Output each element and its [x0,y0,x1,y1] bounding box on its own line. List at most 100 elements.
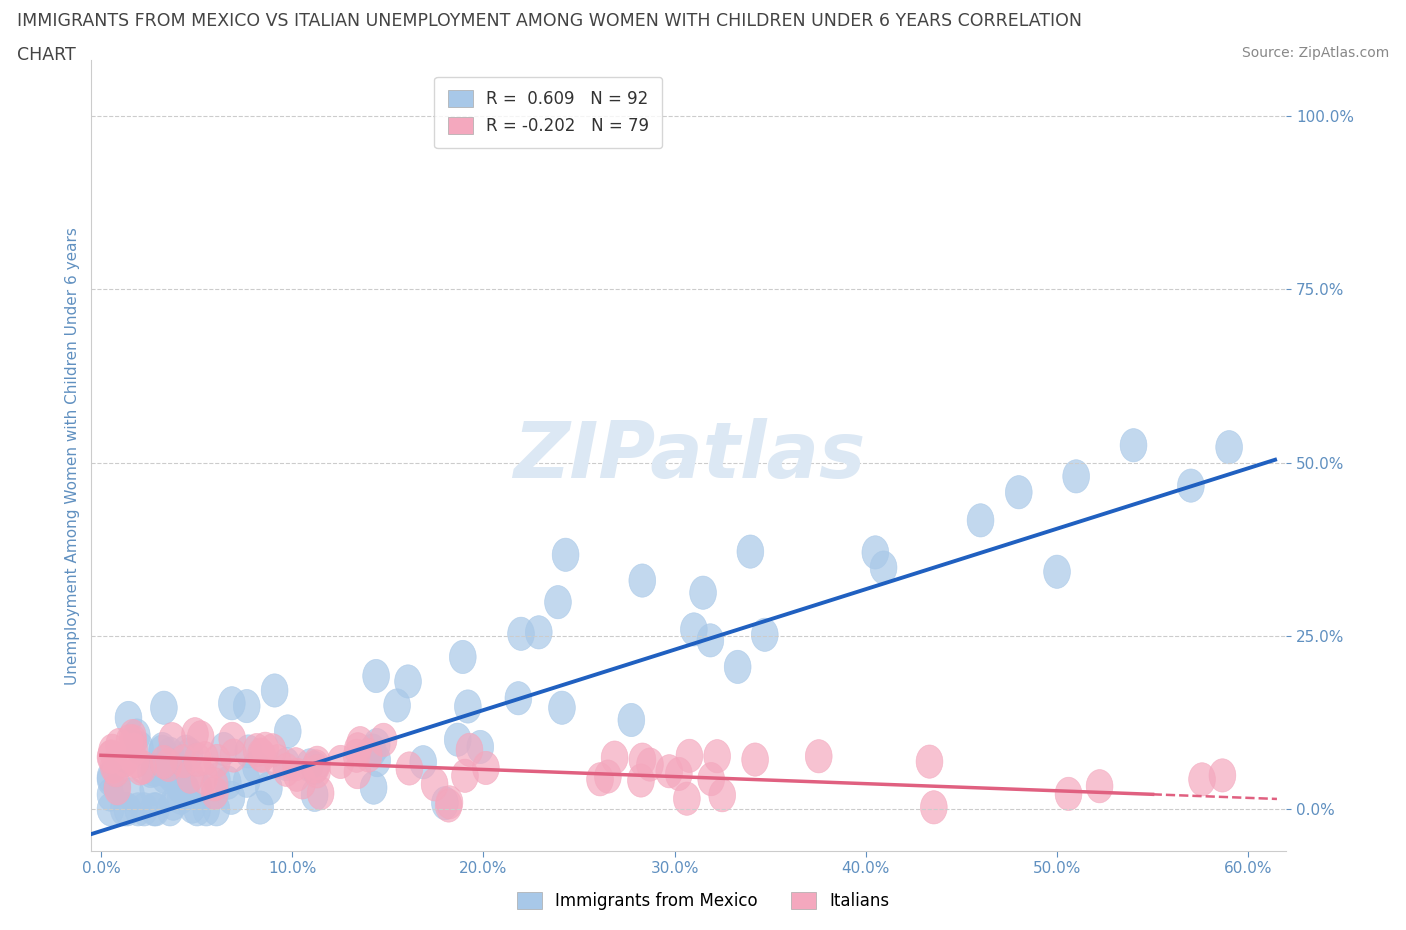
Ellipse shape [233,764,260,797]
Ellipse shape [544,586,571,618]
Ellipse shape [129,751,156,784]
Ellipse shape [156,737,184,770]
Ellipse shape [215,766,242,799]
Ellipse shape [181,718,208,751]
Ellipse shape [201,767,228,801]
Ellipse shape [111,743,138,777]
Ellipse shape [142,792,169,826]
Ellipse shape [742,743,769,777]
Ellipse shape [138,754,165,788]
Ellipse shape [297,749,323,782]
Ellipse shape [165,755,191,788]
Ellipse shape [921,790,948,824]
Ellipse shape [221,739,247,772]
Ellipse shape [344,755,371,789]
Ellipse shape [97,740,124,774]
Ellipse shape [526,616,553,649]
Ellipse shape [436,789,463,822]
Ellipse shape [304,755,330,788]
Legend: Immigrants from Mexico, Italians: Immigrants from Mexico, Italians [510,885,896,917]
Ellipse shape [1177,469,1205,502]
Ellipse shape [204,763,231,796]
Ellipse shape [153,755,180,788]
Ellipse shape [344,733,371,766]
Ellipse shape [160,787,187,820]
Ellipse shape [97,760,124,793]
Ellipse shape [127,751,153,785]
Ellipse shape [259,734,285,767]
Ellipse shape [184,792,211,826]
Ellipse shape [273,753,299,787]
Ellipse shape [422,767,449,801]
Ellipse shape [177,760,204,793]
Ellipse shape [343,739,370,773]
Ellipse shape [602,741,628,775]
Ellipse shape [301,778,328,812]
Ellipse shape [548,691,575,724]
Ellipse shape [124,719,150,752]
Legend: R =  0.609   N = 92, R = -0.202   N = 79: R = 0.609 N = 92, R = -0.202 N = 79 [434,76,662,148]
Ellipse shape [1216,431,1243,464]
Ellipse shape [191,761,218,794]
Ellipse shape [256,772,283,805]
Ellipse shape [202,792,229,826]
Ellipse shape [595,760,621,793]
Ellipse shape [157,759,184,792]
Ellipse shape [628,564,655,597]
Ellipse shape [167,781,194,815]
Ellipse shape [141,792,167,826]
Ellipse shape [218,781,245,815]
Ellipse shape [139,772,166,805]
Ellipse shape [290,765,316,799]
Ellipse shape [201,777,228,810]
Ellipse shape [737,535,763,568]
Ellipse shape [243,734,270,766]
Ellipse shape [252,732,278,765]
Ellipse shape [184,743,211,777]
Ellipse shape [156,792,183,826]
Ellipse shape [103,753,129,787]
Ellipse shape [111,792,138,826]
Ellipse shape [1121,429,1147,462]
Ellipse shape [444,723,471,756]
Ellipse shape [301,751,328,785]
Ellipse shape [508,618,534,650]
Ellipse shape [436,786,463,819]
Ellipse shape [1087,769,1114,803]
Ellipse shape [104,772,131,805]
Ellipse shape [191,741,218,775]
Ellipse shape [724,650,751,684]
Y-axis label: Unemployment Among Women with Children Under 6 years: Unemployment Among Women with Children U… [65,227,80,684]
Text: Source: ZipAtlas.com: Source: ZipAtlas.com [1241,46,1389,60]
Ellipse shape [751,618,778,651]
Ellipse shape [173,735,200,768]
Ellipse shape [187,721,214,754]
Ellipse shape [170,745,197,777]
Ellipse shape [505,682,531,715]
Ellipse shape [676,739,703,773]
Ellipse shape [105,728,132,762]
Text: CHART: CHART [17,46,76,64]
Ellipse shape [328,745,354,778]
Ellipse shape [347,726,374,760]
Ellipse shape [97,792,124,826]
Ellipse shape [159,723,186,756]
Ellipse shape [114,792,141,826]
Ellipse shape [104,768,131,802]
Ellipse shape [1005,475,1032,509]
Ellipse shape [709,778,735,812]
Ellipse shape [302,750,329,783]
Ellipse shape [120,724,146,758]
Ellipse shape [247,737,274,771]
Ellipse shape [167,770,194,804]
Ellipse shape [249,739,276,773]
Ellipse shape [1188,763,1215,796]
Ellipse shape [304,746,330,779]
Ellipse shape [360,734,387,767]
Ellipse shape [627,764,654,797]
Ellipse shape [186,771,212,804]
Ellipse shape [150,691,177,724]
Ellipse shape [870,551,897,584]
Ellipse shape [467,730,494,764]
Ellipse shape [655,754,683,788]
